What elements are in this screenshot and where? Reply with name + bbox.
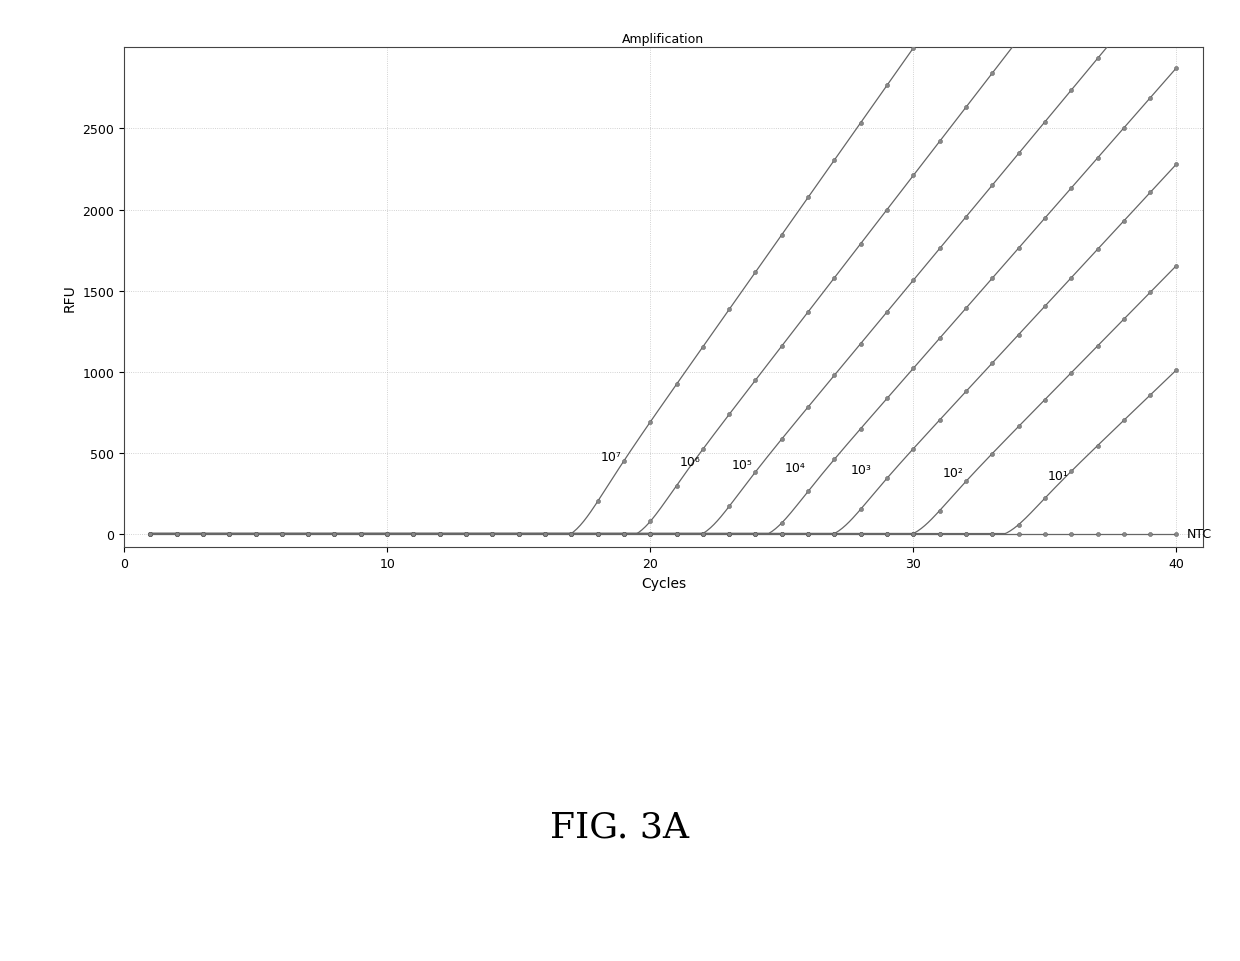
- Title: Amplification: Amplification: [622, 33, 704, 45]
- Text: 10³: 10³: [851, 463, 872, 477]
- Text: 10⁷: 10⁷: [600, 451, 621, 463]
- Text: 10⁶: 10⁶: [680, 456, 701, 468]
- Text: 10¹: 10¹: [1048, 470, 1069, 482]
- Text: FIG. 3A: FIG. 3A: [551, 809, 689, 844]
- Text: 10⁴: 10⁴: [785, 462, 806, 475]
- Text: 10⁵: 10⁵: [732, 458, 753, 472]
- X-axis label: Cycles: Cycles: [641, 576, 686, 590]
- Text: NTC: NTC: [1187, 527, 1213, 540]
- Y-axis label: RFU: RFU: [63, 284, 77, 311]
- Text: 10²: 10²: [942, 467, 963, 480]
